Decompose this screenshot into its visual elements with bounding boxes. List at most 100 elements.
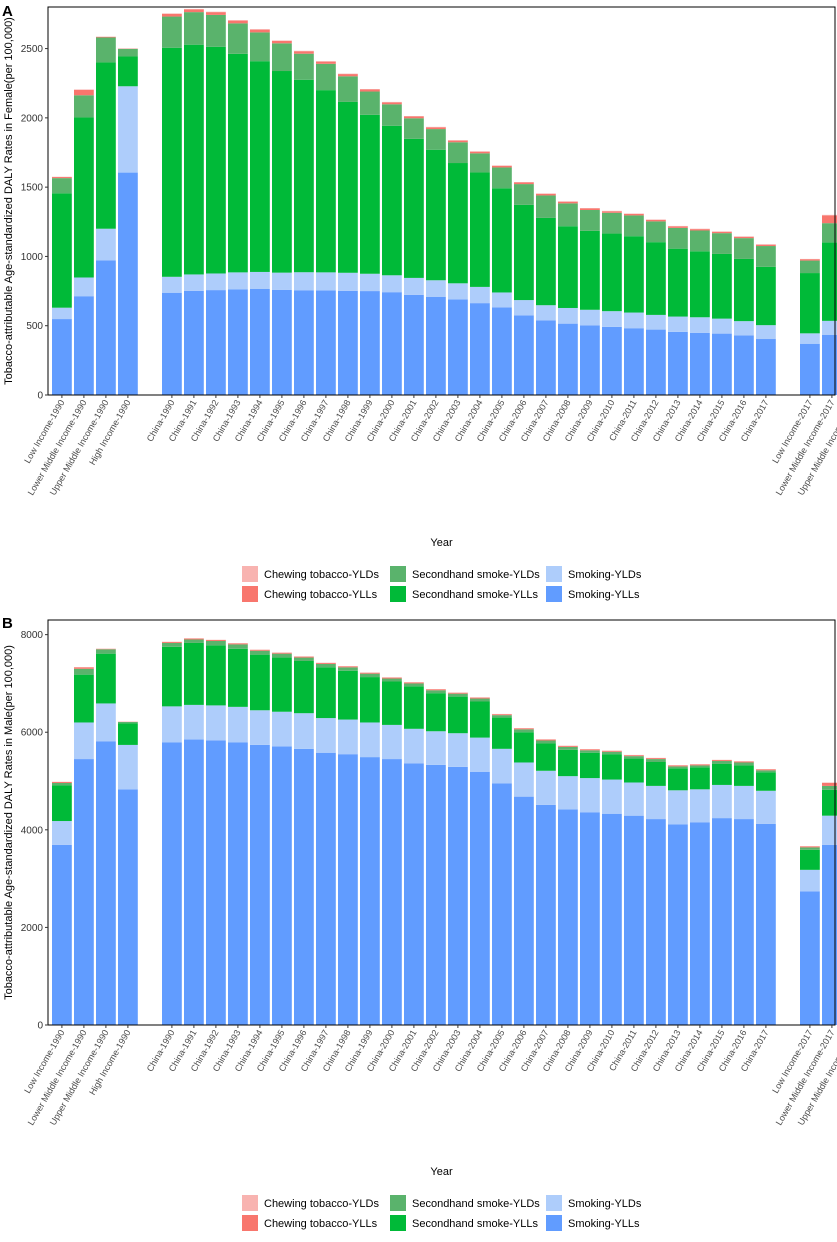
legend-label: Smoking-YLLs bbox=[568, 589, 640, 601]
bar-segment bbox=[294, 272, 314, 290]
bar-segment bbox=[690, 317, 710, 333]
bar-segment bbox=[580, 749, 600, 750]
bar-china-2003 bbox=[448, 692, 468, 1025]
legend-swatch bbox=[242, 566, 258, 582]
bar-segment bbox=[360, 722, 380, 757]
bar-segment bbox=[426, 297, 446, 395]
bar-segment bbox=[316, 272, 336, 290]
bar-segment bbox=[228, 54, 248, 273]
bar-segment bbox=[712, 232, 732, 233]
bar-high-income-1990 bbox=[118, 48, 138, 395]
bar-segment bbox=[536, 320, 556, 395]
bar-segment bbox=[602, 814, 622, 1025]
bar-segment bbox=[118, 49, 138, 57]
bar-segment bbox=[96, 649, 116, 653]
bar-segment bbox=[470, 699, 490, 702]
bar-segment bbox=[558, 202, 578, 204]
bar-segment bbox=[118, 789, 138, 1025]
legend-swatch bbox=[242, 1215, 258, 1231]
bar-segment bbox=[228, 21, 248, 24]
bar-segment bbox=[734, 819, 754, 1025]
bar-segment bbox=[492, 167, 512, 188]
legend-label: Secondhand smoke-YLDs bbox=[412, 569, 540, 581]
bar-segment bbox=[602, 211, 622, 213]
bar-china-2017 bbox=[756, 244, 776, 395]
bar-segment bbox=[470, 772, 490, 1025]
bar-segment bbox=[184, 640, 204, 643]
bar-segment bbox=[206, 705, 226, 740]
bar-segment bbox=[52, 319, 72, 395]
bar-segment bbox=[360, 673, 380, 674]
bar-segment bbox=[52, 821, 72, 845]
bar-segment bbox=[624, 755, 644, 756]
bar-segment bbox=[272, 43, 292, 71]
bar-segment bbox=[712, 334, 732, 395]
bar-segment bbox=[74, 759, 94, 1025]
bar-segment bbox=[756, 246, 776, 267]
bar-china-1994 bbox=[250, 650, 270, 1025]
bar-segment bbox=[514, 182, 534, 184]
bar-upper-middle-income-1990 bbox=[96, 649, 116, 1025]
bar-segment bbox=[96, 37, 116, 38]
bar-segment bbox=[404, 116, 424, 118]
bar-segment bbox=[668, 766, 688, 768]
bar-segment bbox=[580, 210, 600, 231]
bar-segment bbox=[712, 761, 732, 764]
bar-segment bbox=[250, 289, 270, 395]
bar-segment bbox=[580, 310, 600, 326]
bar-segment bbox=[558, 324, 578, 395]
bar-segment bbox=[272, 41, 292, 43]
bar-segment bbox=[382, 102, 402, 104]
bar-china-2016 bbox=[734, 236, 754, 395]
bar-segment bbox=[800, 259, 820, 260]
bar-china-1996 bbox=[294, 51, 314, 395]
bar-segment bbox=[756, 770, 776, 772]
bar-china-2002 bbox=[426, 689, 446, 1025]
bar-segment bbox=[470, 701, 490, 737]
bar-segment bbox=[580, 231, 600, 310]
bar-china-1996 bbox=[294, 656, 314, 1025]
bar-segment bbox=[558, 776, 578, 809]
bar-segment bbox=[646, 220, 666, 222]
bar-segment bbox=[74, 669, 94, 675]
bar-segment bbox=[294, 657, 314, 658]
bar-segment bbox=[536, 194, 556, 196]
y-axis-label: Tobacco-attributable Age-standardized DA… bbox=[3, 17, 15, 385]
bar-segment bbox=[492, 749, 512, 784]
bar-segment bbox=[712, 233, 732, 254]
bar-segment bbox=[580, 753, 600, 778]
bar-segment bbox=[668, 228, 688, 249]
bar-segment bbox=[52, 783, 72, 785]
bar-segment bbox=[492, 714, 512, 715]
bar-china-2011 bbox=[624, 213, 644, 395]
bar-segment bbox=[228, 643, 248, 644]
bar-china-2001 bbox=[404, 682, 424, 1025]
legend-label: Chewing tobacco-YLLs bbox=[264, 1218, 378, 1230]
bar-segment bbox=[294, 51, 314, 53]
bar-segment bbox=[514, 184, 534, 205]
bar-segment bbox=[360, 115, 380, 274]
legend-label: Chewing tobacco-YLDs bbox=[264, 1198, 379, 1210]
bar-segment bbox=[756, 791, 776, 824]
bar-segment bbox=[470, 303, 490, 395]
bar-segment bbox=[118, 86, 138, 172]
y-tick-label: 2000 bbox=[21, 113, 44, 124]
bar-segment bbox=[712, 319, 732, 334]
bar-china-1993 bbox=[228, 643, 248, 1025]
legend-label: Smoking-YLDs bbox=[568, 569, 642, 581]
bar-segment bbox=[360, 274, 380, 291]
bar-segment bbox=[712, 785, 732, 818]
bar-china-2016 bbox=[734, 761, 754, 1025]
bar-segment bbox=[536, 740, 556, 741]
bar-china-1999 bbox=[360, 89, 380, 395]
bar-segment bbox=[734, 321, 754, 335]
bar-segment bbox=[206, 645, 226, 705]
bar-segment bbox=[382, 725, 402, 759]
legend-swatch bbox=[390, 1195, 406, 1211]
bar-segment bbox=[646, 819, 666, 1025]
bar-segment bbox=[734, 335, 754, 395]
legend-swatch bbox=[390, 1215, 406, 1231]
bar-segment bbox=[426, 150, 446, 281]
bar-segment bbox=[360, 674, 380, 677]
